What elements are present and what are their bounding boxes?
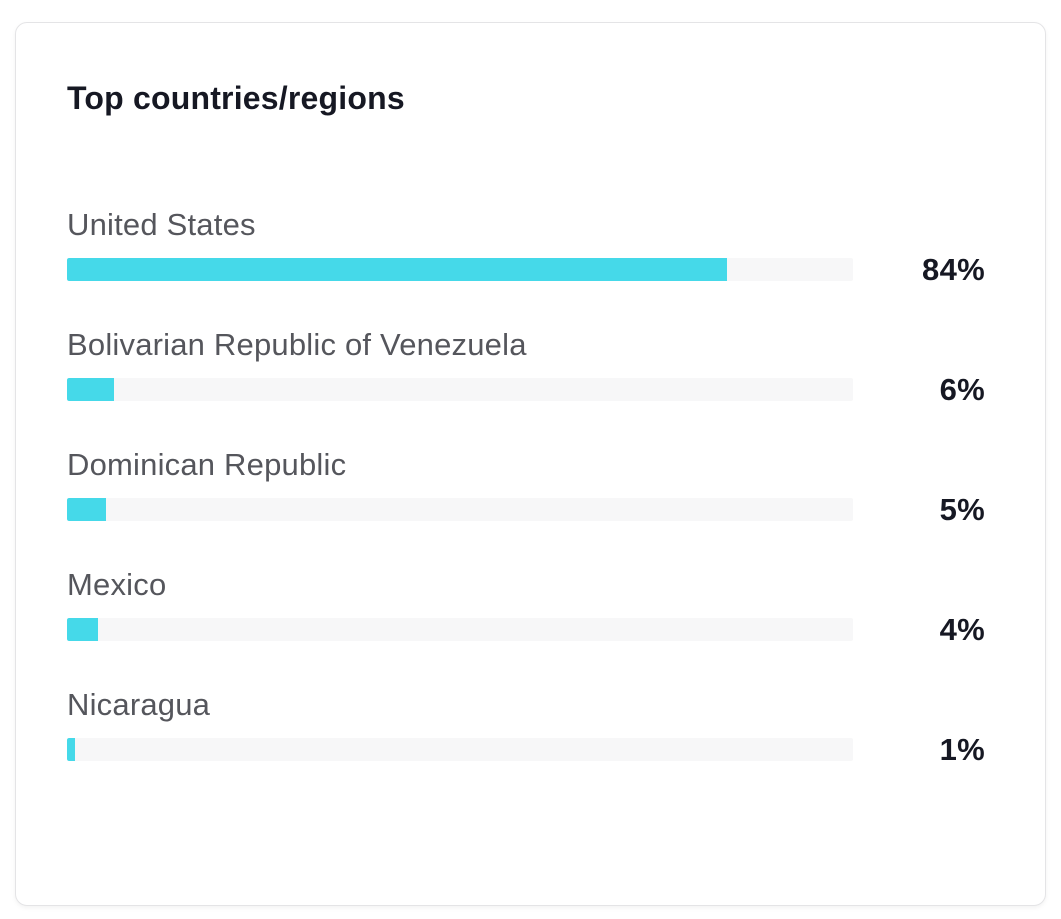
bar-fill bbox=[67, 258, 728, 281]
country-bar-chart: United States 84% Bolivarian Republic of… bbox=[67, 203, 985, 767]
bar-track bbox=[67, 258, 853, 281]
bar-fill bbox=[67, 378, 115, 401]
country-label: Dominican Republic bbox=[67, 447, 347, 482]
percent-value: 6% bbox=[939, 372, 985, 407]
bar-fill bbox=[67, 738, 75, 761]
country-label: United States bbox=[67, 207, 256, 242]
country-label: Mexico bbox=[67, 567, 167, 602]
bar-track bbox=[67, 498, 853, 521]
bar-fill bbox=[67, 618, 99, 641]
bar-line: 5% bbox=[67, 492, 985, 527]
bar-line: 4% bbox=[67, 612, 985, 647]
bar-line: 1% bbox=[67, 732, 985, 767]
percent-value: 1% bbox=[939, 732, 985, 767]
country-row: Dominican Republic 5% bbox=[67, 443, 985, 527]
bar-track bbox=[67, 618, 853, 641]
card-title: Top countries/regions bbox=[67, 80, 405, 116]
country-row: Bolivarian Republic of Venezuela 6% bbox=[67, 323, 985, 407]
bar-fill bbox=[67, 498, 107, 521]
percent-value: 84% bbox=[922, 252, 985, 287]
country-row: United States 84% bbox=[67, 203, 985, 287]
top-countries-card: Top countries/regions United States 84% … bbox=[15, 22, 1046, 906]
percent-value: 4% bbox=[939, 612, 985, 647]
bar-line: 84% bbox=[67, 252, 985, 287]
percent-value: 5% bbox=[939, 492, 985, 527]
bar-track bbox=[67, 738, 853, 761]
bar-line: 6% bbox=[67, 372, 985, 407]
country-row: Mexico 4% bbox=[67, 563, 985, 647]
country-label: Bolivarian Republic of Venezuela bbox=[67, 327, 527, 362]
country-row: Nicaragua 1% bbox=[67, 683, 985, 767]
country-label: Nicaragua bbox=[67, 687, 211, 722]
bar-track bbox=[67, 378, 853, 401]
